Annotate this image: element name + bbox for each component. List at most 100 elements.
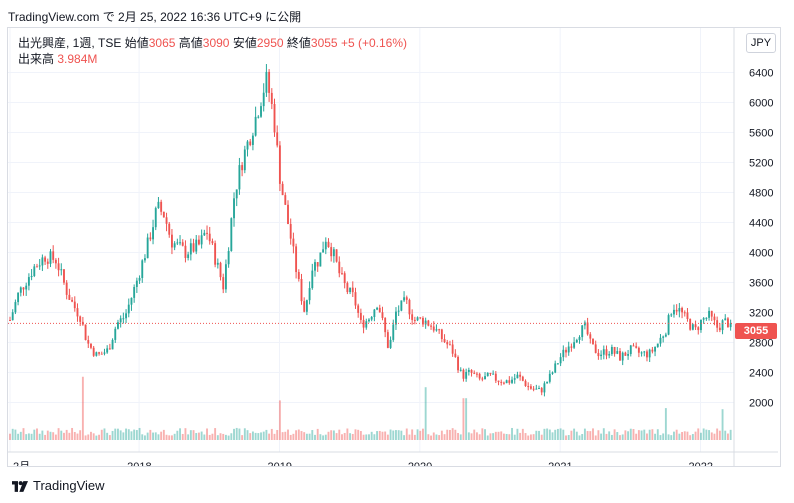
volume-bar [36, 428, 38, 440]
volume-bar [179, 428, 181, 440]
candle-body [424, 320, 427, 325]
volume-bar [76, 433, 79, 440]
volume-bar [17, 433, 20, 440]
volume-bar [246, 430, 249, 440]
volume-bar [52, 432, 55, 440]
candle-body [516, 374, 519, 379]
candle-body [710, 310, 713, 317]
candle-body [79, 316, 82, 322]
volume-bar [416, 429, 419, 440]
volume-bar [716, 428, 719, 440]
candle-body [435, 329, 438, 331]
candle-body [11, 312, 14, 321]
candle-body [162, 211, 165, 218]
volume-bar [565, 435, 567, 440]
candle-body [411, 314, 414, 320]
volume-bar [314, 434, 316, 440]
candle-body [17, 292, 20, 303]
candle-body [146, 237, 149, 259]
volume-bar [702, 428, 705, 440]
candle-body [362, 319, 365, 328]
volume-bar [419, 430, 422, 440]
candle-body [532, 388, 535, 390]
volume-bar [708, 430, 710, 440]
volume-bar [675, 429, 678, 440]
candle-body [346, 283, 349, 293]
candle-body [173, 243, 176, 248]
volume-bar [130, 431, 133, 440]
candle-body [92, 347, 95, 356]
candle-body [729, 323, 732, 328]
volume-bar [303, 432, 306, 440]
candle-body [214, 243, 217, 265]
candle-body [673, 309, 675, 315]
volume-bar [149, 429, 152, 440]
volume-bar [162, 429, 165, 440]
high-label: 高値 [178, 36, 203, 50]
candle-body [678, 307, 681, 312]
currency-button[interactable]: JPY [746, 33, 776, 53]
volume-bar [354, 429, 357, 440]
volume-bar [648, 429, 651, 440]
volume-bar [691, 434, 694, 440]
volume-bar [724, 430, 727, 440]
volume-bar [570, 430, 573, 440]
candle-body [260, 106, 262, 117]
candle-body [351, 287, 354, 293]
candle-body [708, 310, 710, 318]
volume-bar [65, 429, 68, 440]
volume-bar [481, 428, 484, 440]
candle-body [60, 269, 63, 271]
candle-body [470, 369, 473, 373]
candlestick-chart[interactable]: 2000 2400 2800 3200 3600 4000 4400 4800 5200 5600… [8, 28, 778, 466]
volume-bar [359, 431, 362, 440]
candle-body [14, 302, 17, 313]
candle-body [397, 310, 400, 312]
volume-bar [389, 429, 392, 440]
volume-bar [60, 430, 63, 440]
candle-body [713, 316, 716, 321]
volume-bar [613, 429, 616, 440]
volume-bar [157, 434, 160, 440]
candle-body [316, 262, 319, 267]
candle-body [475, 373, 478, 375]
candle-body [27, 277, 30, 286]
candle-body [481, 378, 484, 380]
volume-bar [114, 428, 117, 440]
volume-bar [168, 435, 171, 440]
brand-footer[interactable]: TradingView [12, 478, 105, 493]
volume-bar [573, 428, 576, 440]
candle-body [63, 269, 65, 283]
candle-body [683, 312, 686, 314]
candle-body [546, 381, 549, 384]
volume-bar [475, 432, 478, 440]
volume-bar [46, 430, 49, 440]
volume-bar [729, 429, 732, 440]
candle-body [570, 346, 573, 348]
candle-body [354, 292, 357, 306]
candle-body [718, 327, 721, 331]
candle-body [440, 329, 443, 340]
tradingview-logo-icon [12, 481, 28, 492]
candle-body [400, 300, 403, 311]
candle-body [276, 132, 279, 146]
candle-body [497, 380, 500, 382]
volume-bar [138, 427, 141, 440]
candle-body [141, 260, 144, 278]
x-tick-label: 2018 [127, 461, 151, 466]
candle-body [71, 299, 74, 302]
candle-body [554, 363, 557, 373]
x-tick-label: 2022 [689, 461, 713, 466]
volume-bar [338, 429, 341, 440]
candle-body [243, 149, 246, 171]
volume-bar [227, 435, 230, 440]
candle-body [87, 340, 90, 344]
volume-bar [25, 434, 28, 440]
volume-bar [664, 408, 667, 440]
candle-body [478, 373, 481, 379]
candle-body [119, 318, 122, 323]
candle-body [543, 383, 546, 393]
volume-bar [176, 430, 179, 440]
last-price-badge: 3055 [735, 323, 777, 339]
candle-body [492, 373, 495, 375]
